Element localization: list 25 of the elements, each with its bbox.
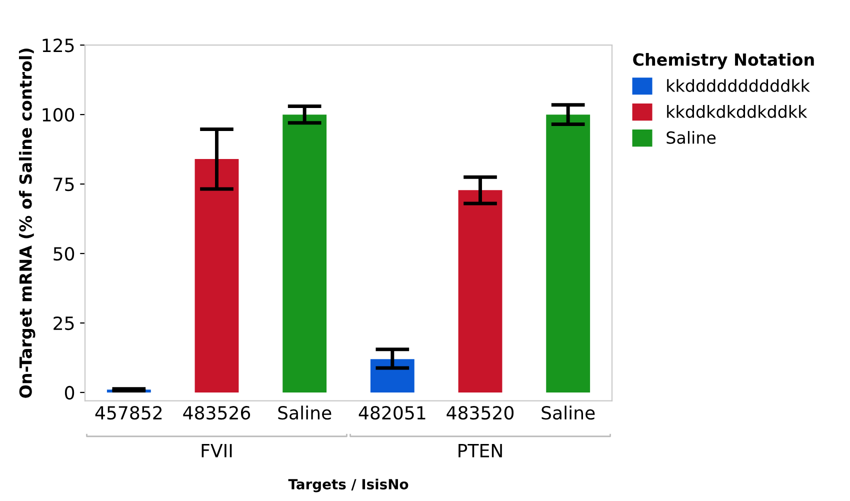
y-tick-label: 0 <box>64 386 74 400</box>
text: PTEN <box>458 444 502 458</box>
legend-label: kkddkdkddkddkk <box>667 105 808 118</box>
bar <box>546 114 590 392</box>
y-tick-label: 50 <box>54 246 74 261</box>
bar <box>458 190 502 392</box>
y-axis-title: On-Target mRNA (% of Saline control) <box>19 48 36 398</box>
x-tick-label: Saline <box>542 406 595 420</box>
x-tick-label: 483526 <box>183 406 250 420</box>
x-tick-label: 483520 <box>446 406 514 420</box>
x-tick-label: Saline <box>278 406 332 420</box>
x-tick-label: 457852 <box>95 406 162 420</box>
bar <box>282 114 327 392</box>
y-tick-label: 100 <box>42 108 74 122</box>
bar <box>370 359 414 392</box>
legend-label: Saline <box>666 131 716 144</box>
text: FVII <box>202 444 232 458</box>
x-axis-title: Targets / IsisNo <box>288 478 408 492</box>
x-tick-label: 482051 <box>358 406 426 420</box>
y-tick-label: 75 <box>54 178 74 192</box>
bar <box>194 159 239 392</box>
y-tick-label: 125 <box>42 38 74 52</box>
legend-title: Chemistry Notation <box>633 52 814 70</box>
legend-label: kkddddddddddkk <box>667 79 810 92</box>
y-tick-label: 25 <box>54 316 74 330</box>
